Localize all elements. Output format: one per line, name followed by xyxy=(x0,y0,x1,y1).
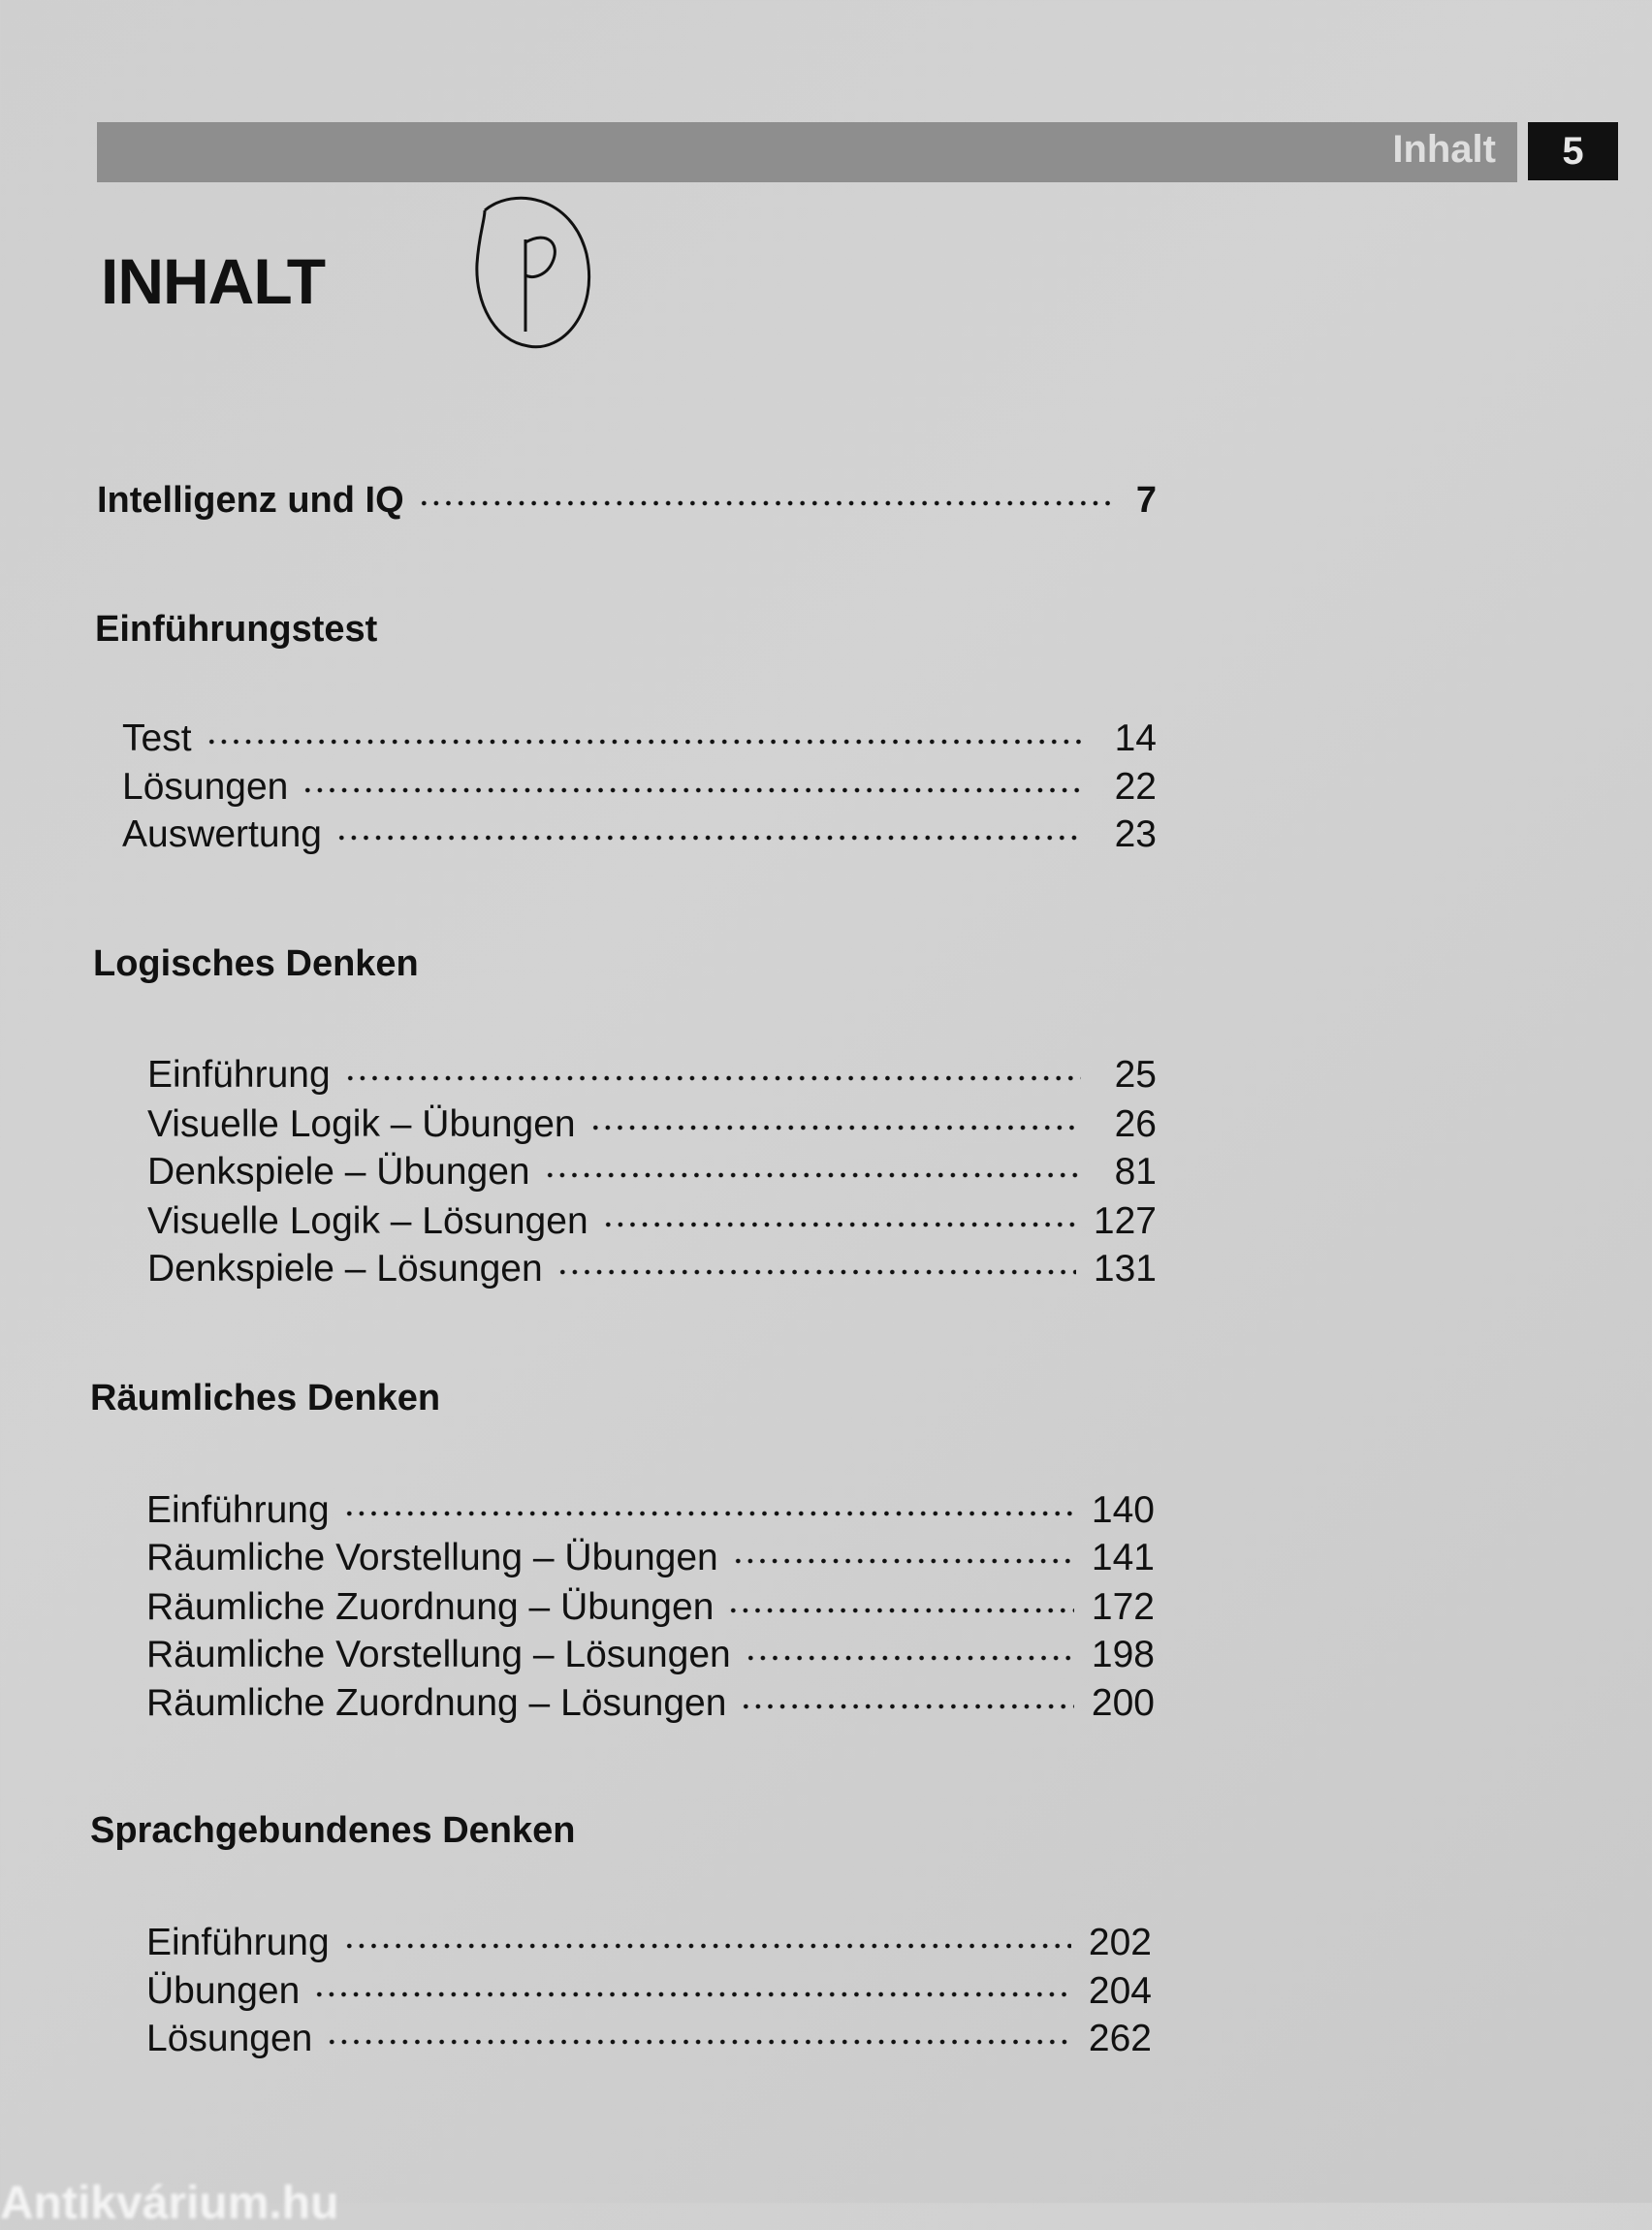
toc-entry[interactable]: Lösungen 262 xyxy=(146,2004,1152,2059)
entry-page: 200 xyxy=(1091,1682,1155,1724)
watermark: Antikvárium.hu xyxy=(0,2178,339,2229)
dot-leader xyxy=(342,1476,1074,1522)
toc-entry[interactable]: Denkspiele – Lösungen 131 xyxy=(147,1234,1157,1290)
entry-page: 127 xyxy=(1093,1200,1157,1242)
entry-label: Räumliche Vorstellung – Übungen xyxy=(146,1537,718,1578)
entry-page: 25 xyxy=(1114,1054,1157,1096)
toc-entry-intelligenz[interactable]: Intelligenz und IQ 7 xyxy=(97,465,1157,521)
section-heading: Einführungstest xyxy=(95,609,378,650)
entry-label: Einführung xyxy=(146,1489,330,1531)
page-number: 5 xyxy=(1528,122,1618,180)
entry-label: Denkspiele – Lösungen xyxy=(147,1248,543,1290)
entry-label: Visuelle Logik – Lösungen xyxy=(147,1200,588,1242)
section-heading: Räumliches Denken xyxy=(90,1378,441,1418)
entry-label: Intelligenz und IQ xyxy=(97,480,404,521)
dot-leader xyxy=(543,1137,1081,1184)
toc-entry[interactable]: Räumliche Vorstellung – Übungen 141 xyxy=(146,1523,1155,1578)
header-bar: Inhalt xyxy=(97,122,1517,182)
dot-leader xyxy=(744,1620,1074,1667)
toc-entry[interactable]: Räumliche Vorstellung – Lösungen 198 xyxy=(146,1620,1155,1675)
entry-label: Räumliche Vorstellung – Lösungen xyxy=(146,1634,731,1675)
toc-entry[interactable]: Auswertung 23 xyxy=(122,800,1157,855)
entry-page: 262 xyxy=(1088,2018,1152,2059)
entry-page: 204 xyxy=(1088,1970,1152,2012)
toc-entry[interactable]: Denkspiele – Übungen 81 xyxy=(147,1137,1157,1193)
dot-leader xyxy=(205,704,1081,750)
entry-page: 131 xyxy=(1093,1248,1157,1290)
entry-page: 198 xyxy=(1091,1634,1155,1675)
toc-entry[interactable]: Einführung 140 xyxy=(146,1476,1155,1531)
dot-leader xyxy=(601,1187,1076,1233)
dot-leader xyxy=(417,465,1110,512)
running-title: Inhalt xyxy=(1392,128,1496,171)
entry-page: 26 xyxy=(1114,1103,1157,1145)
entry-label: Räumliche Zuordnung – Lösungen xyxy=(146,1682,727,1724)
entry-label: Test xyxy=(122,717,192,759)
entry-page: 172 xyxy=(1091,1586,1155,1628)
page-title: INHALT xyxy=(101,245,326,317)
toc-entry[interactable]: Test 14 xyxy=(122,704,1157,759)
entry-page: 202 xyxy=(1088,1922,1152,1963)
dot-leader xyxy=(326,2004,1071,2051)
dot-leader xyxy=(313,1957,1071,2003)
toc-entry[interactable]: Lösungen 22 xyxy=(122,752,1157,808)
toc-entry[interactable]: Übungen 204 xyxy=(146,1957,1152,2012)
entry-label: Lösungen xyxy=(146,2018,313,2059)
dot-leader xyxy=(334,800,1081,846)
toc-entry[interactable]: Räumliche Zuordnung – Übungen 172 xyxy=(146,1573,1155,1628)
dot-leader xyxy=(727,1573,1074,1619)
entry-page: 22 xyxy=(1114,766,1157,808)
dot-leader xyxy=(556,1234,1076,1281)
toc-entry[interactable]: Räumliche Zuordnung – Lösungen 200 xyxy=(146,1669,1155,1724)
entry-label: Lösungen xyxy=(122,766,289,808)
entry-page: 141 xyxy=(1091,1537,1155,1578)
dot-leader xyxy=(740,1669,1074,1715)
entry-label: Räumliche Zuordnung – Übungen xyxy=(146,1586,715,1628)
toc-entry[interactable]: Einführung 202 xyxy=(146,1908,1152,1963)
section-heading: Logisches Denken xyxy=(93,943,419,984)
entry-page: 140 xyxy=(1091,1489,1155,1531)
entry-page: 81 xyxy=(1114,1151,1157,1193)
dot-leader xyxy=(302,752,1081,799)
toc-entry[interactable]: Visuelle Logik – Lösungen 127 xyxy=(147,1187,1157,1242)
handwritten-circled-p-annotation xyxy=(475,196,591,349)
entry-page: 14 xyxy=(1114,717,1157,759)
entry-label: Denkspiele – Übungen xyxy=(147,1151,530,1193)
entry-label: Visuelle Logik – Übungen xyxy=(147,1103,576,1145)
section-heading: Sprachgebundenes Denken xyxy=(90,1810,576,1851)
dot-leader xyxy=(343,1040,1081,1087)
entry-label: Einführung xyxy=(146,1922,330,1963)
entry-page: 23 xyxy=(1114,813,1157,855)
dot-leader xyxy=(731,1523,1074,1570)
entry-page: 7 xyxy=(1135,480,1157,521)
entry-label: Einführung xyxy=(147,1054,331,1096)
dot-leader xyxy=(588,1090,1081,1136)
entry-label: Auswertung xyxy=(122,813,322,855)
dot-leader xyxy=(342,1908,1071,1955)
entry-label: Übungen xyxy=(146,1970,301,2012)
toc-entry[interactable]: Einführung 25 xyxy=(147,1040,1157,1096)
toc-entry[interactable]: Visuelle Logik – Übungen 26 xyxy=(147,1090,1157,1145)
